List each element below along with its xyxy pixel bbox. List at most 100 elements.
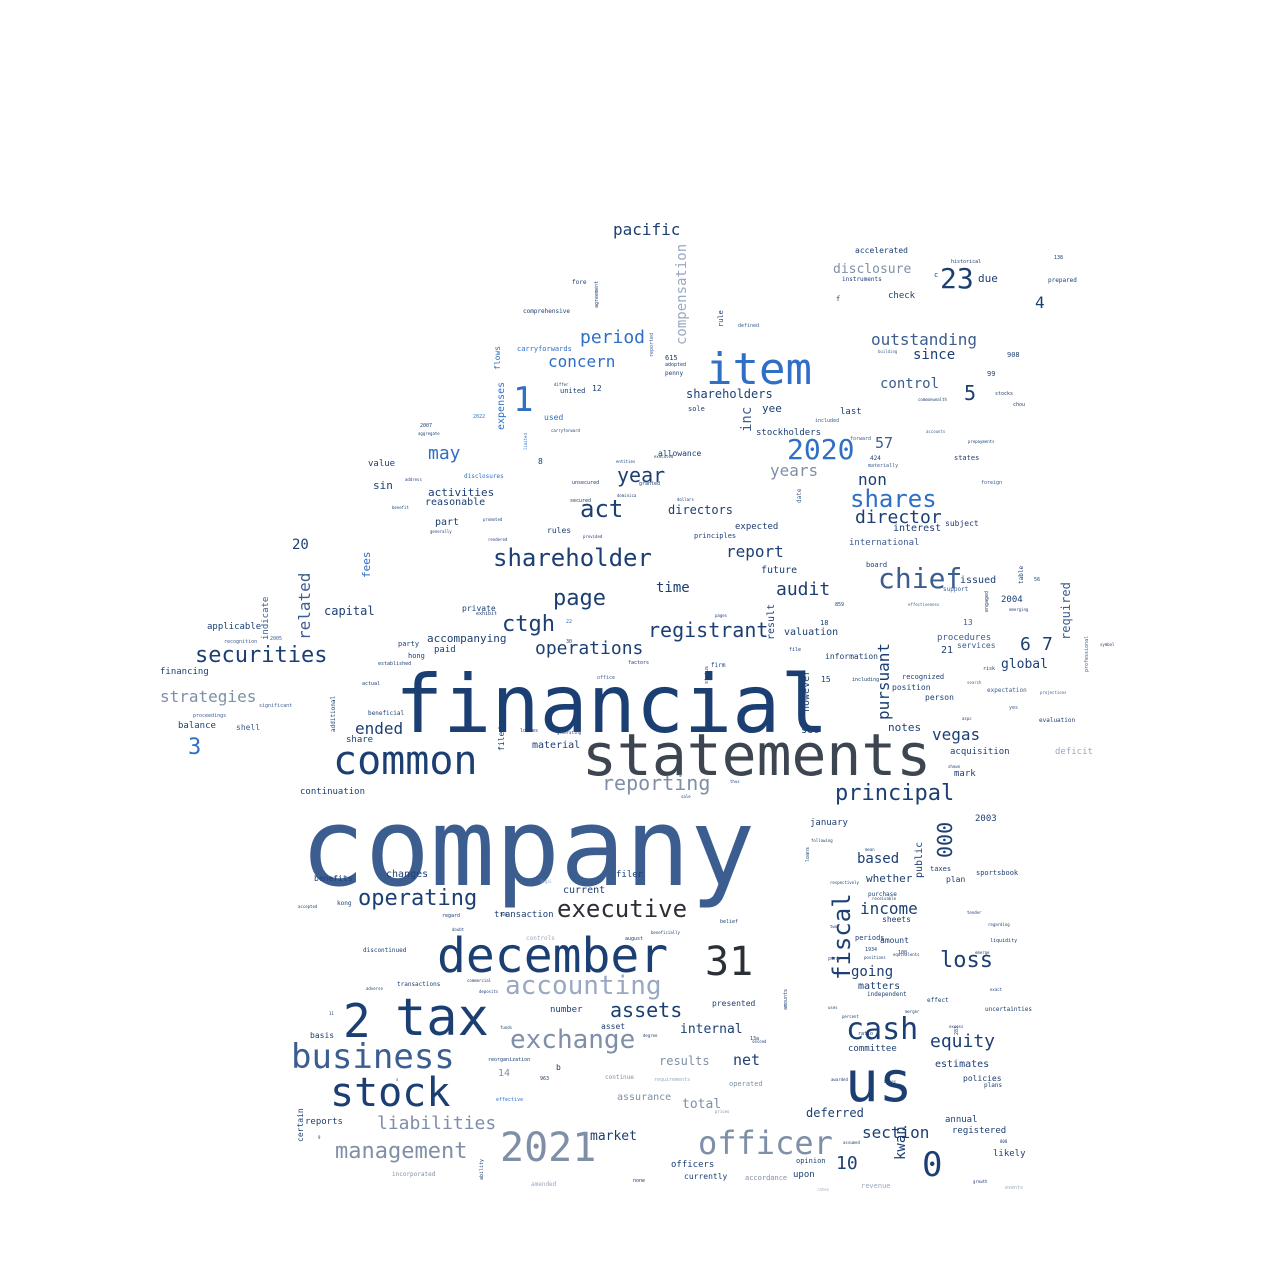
cloud-word: market: [590, 1129, 637, 1144]
cloud-word: respectively: [830, 880, 859, 885]
cloud-word: benefits: [314, 874, 353, 883]
cloud-word: compensation: [674, 243, 690, 345]
cloud-word: factors: [628, 660, 650, 666]
cloud-word: ratio: [858, 1031, 874, 1037]
cloud-word: shell: [236, 723, 261, 732]
cloud-word: procedures: [937, 633, 992, 643]
cloud-word: doubt: [452, 927, 465, 932]
cloud-word: reorganization: [488, 1057, 531, 1063]
cloud-word: prices: [715, 1109, 730, 1114]
cloud-word: 963: [540, 1076, 550, 1082]
cloud-word: summary: [386, 877, 403, 882]
cloud-word: carryforward: [551, 428, 580, 433]
cloud-word: person: [925, 693, 954, 702]
cloud-word: receivable: [872, 896, 897, 901]
cloud-word: equivalents: [893, 952, 920, 957]
cloud-word: beneficially: [651, 930, 680, 935]
cloud-word: limited: [523, 433, 528, 450]
cloud-word: engaged: [984, 590, 990, 612]
cloud-word: commonwealth: [918, 397, 947, 402]
cloud-word: used: [544, 413, 564, 422]
cloud-word: chief: [878, 562, 963, 595]
cloud-word: time: [656, 580, 690, 596]
cloud-word: principles: [694, 532, 737, 540]
cloud-word: unsecured: [572, 480, 600, 486]
cloud-word: financial: [395, 658, 829, 751]
cloud-word: deferred: [806, 1106, 864, 1120]
cloud-word: 2: [343, 994, 371, 1048]
cloud-word: sale: [681, 794, 691, 799]
cloud-word: accelerated: [855, 246, 908, 255]
cloud-word: filer: [616, 870, 644, 880]
cloud-word: vegas: [932, 725, 981, 744]
cloud-word: total: [682, 1097, 722, 1112]
cloud-word: 2022: [473, 414, 486, 420]
cloud-word: international: [849, 538, 920, 548]
cloud-word: balance: [178, 721, 216, 731]
cloud-word: sin: [373, 479, 393, 492]
cloud-word: exact: [990, 987, 1003, 992]
cloud-word: 23: [940, 262, 974, 295]
cloud-word: firm: [711, 662, 726, 669]
cloud-word: granted: [639, 481, 661, 487]
cloud-word: effect: [927, 997, 949, 1004]
cloud-word: rendered: [488, 537, 508, 542]
cloud-word: 5: [964, 381, 977, 405]
cloud-word: excess: [949, 1024, 964, 1029]
cloud-word: 808: [1000, 1139, 1008, 1144]
cloud-word: equity: [930, 1031, 996, 1052]
cloud-word: comprehensive: [523, 308, 570, 315]
cloud-word: shareholder: [493, 544, 652, 572]
cloud-word: executed: [654, 454, 674, 459]
cloud-word: tender: [967, 910, 982, 915]
cloud-word: 424: [870, 455, 881, 462]
cloud-word: assumed: [843, 1140, 860, 1145]
cloud-word: loss: [940, 948, 993, 973]
cloud-word: period: [580, 327, 646, 348]
cloud-word: following: [811, 838, 833, 843]
cloud-word: evaluation: [1039, 717, 1076, 724]
cloud-word: flows: [493, 345, 502, 370]
cloud-word: indicate: [261, 596, 271, 640]
cloud-word: amounts: [783, 988, 789, 1010]
cloud-word: whether: [866, 872, 913, 885]
cloud-word: aspc: [962, 716, 972, 721]
cloud-word: aggregate: [418, 431, 440, 436]
cloud-word: audit: [776, 579, 831, 600]
cloud-word: 615: [665, 354, 678, 362]
cloud-word: awarded: [831, 1077, 848, 1082]
cloud-word: proceedings: [193, 713, 227, 719]
cloud-word: periods: [855, 934, 885, 942]
cloud-word: exchange: [510, 1025, 636, 1055]
cloud-word: merger: [905, 1009, 920, 1014]
cloud-word: adverse: [366, 986, 383, 991]
cloud-word: revenue: [861, 1182, 891, 1190]
cloud-word: mean: [865, 847, 875, 852]
cloud-word: recognition: [224, 639, 258, 645]
cloud-word: kong: [337, 900, 352, 907]
cloud-word: effectiveness: [908, 602, 940, 607]
cloud-word: risk: [983, 666, 996, 672]
cloud-word: year: [617, 463, 666, 487]
cloud-word: 2007: [420, 423, 433, 429]
cloud-word: statements: [582, 721, 932, 789]
cloud-word: states: [954, 454, 980, 462]
cloud-word: regard: [442, 913, 461, 919]
cloud-word: f: [836, 295, 841, 303]
cloud-word: discontinued: [363, 947, 407, 954]
cloud-word: operations: [535, 638, 644, 659]
cloud-word: including: [852, 677, 880, 683]
cloud-word: material: [532, 740, 581, 751]
cloud-word: december: [437, 928, 669, 984]
cloud-word: capital: [324, 604, 375, 618]
cloud-word: current: [563, 885, 606, 896]
cloud-word: upon: [793, 1170, 815, 1180]
cloud-word: 10: [836, 1153, 858, 1174]
cloud-word: non: [858, 470, 887, 489]
cloud-word: registrant: [648, 618, 769, 642]
cloud-word: forward: [850, 436, 872, 442]
cloud-word: 9: [318, 1135, 321, 1140]
cloud-word: file: [789, 647, 802, 653]
cloud-word: stocks: [995, 391, 1014, 397]
